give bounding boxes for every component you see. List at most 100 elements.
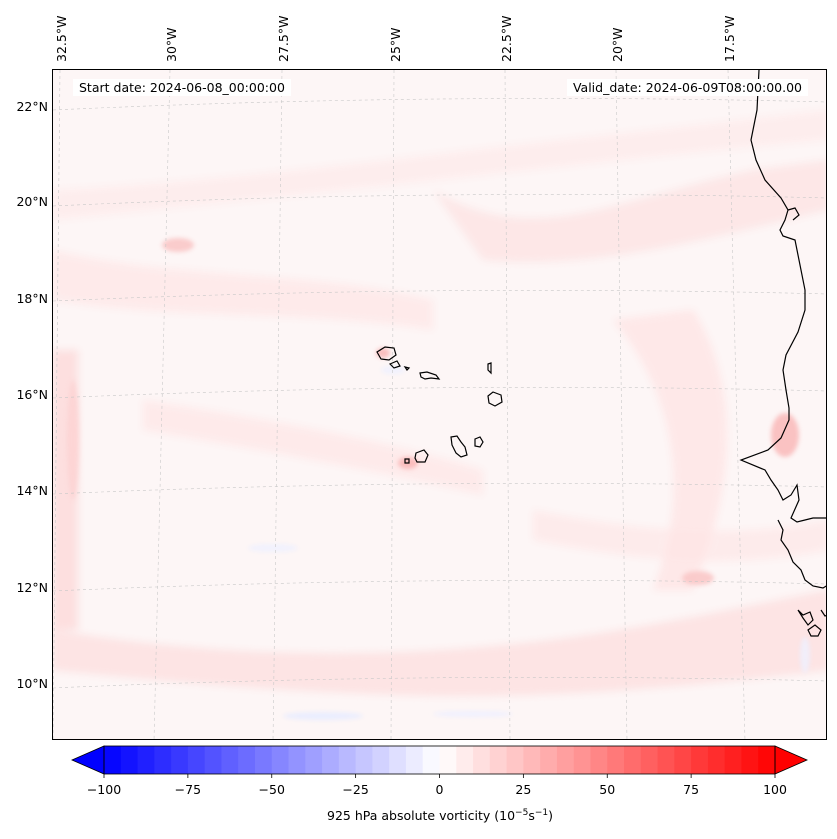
island-outline [404,458,410,464]
colorbar-tick-label: 50 [599,782,616,797]
coastline [797,609,814,626]
island-outline [419,371,441,380]
island-outline [403,366,411,371]
vorticity-field [53,110,826,696]
colorbar-segment [590,746,608,774]
vorticity-band [53,250,433,330]
colorbar-segment [640,746,659,774]
vorticity-band [533,510,826,561]
coastline [739,70,826,523]
colorbar-segment [724,746,742,774]
coastline [807,624,822,637]
island-outline [376,346,397,361]
colorbar-segment [707,746,726,774]
colorbar-tick-label: 75 [683,782,700,797]
valid-date-label: Valid_date: 2024-06-09T08:00:00.00 [566,79,808,96]
parallel-line [53,98,826,111]
colorbar-segment [523,746,541,774]
island-outline [388,360,401,369]
parallel-line [53,580,826,592]
island-outline [487,362,492,375]
vorticity-map [53,70,826,739]
parallel-line [53,483,826,495]
colorbar-segment [657,746,675,774]
colorbar-segment [338,746,357,774]
meridian-line [272,70,283,739]
latitude-label: 20°N [16,194,48,209]
colorbar-label-unit: s [528,808,535,824]
parallel-line [53,387,826,399]
vorticity-max-cell [771,413,799,457]
colorbar-segment [104,746,122,774]
colorbar-label-text: 925 hPa absolute vorticity (10 [326,808,516,824]
colorbar-segment [405,746,424,774]
colorbar-label: 925 hPa absolute vorticity (10−5s−1) [327,808,553,823]
latitude-label: 18°N [16,291,48,306]
meridian-line [153,70,171,739]
colorbar-segment [221,746,239,774]
meridian-line [390,70,395,739]
island-outline [487,391,503,407]
colorbar-segment [238,746,256,774]
longitude-label: 20°W [610,27,625,62]
map-panel [52,69,827,740]
colorbar [71,745,808,778]
colorbar-tick-label: −75 [174,782,202,797]
coastline [787,207,800,221]
colorbar-segment [355,746,373,774]
colorbar-tick-label: 0 [435,782,444,797]
colorbar-segment [271,746,290,774]
colorbar-segment [473,746,491,774]
colorbar-segment [187,746,206,774]
latitude-label: 22°N [16,99,48,114]
vorticity-min-cell [381,366,405,374]
vorticity-max-cell [682,571,714,585]
colorbar-segment [758,746,776,774]
colorbar-label-exponent: −5 [515,808,529,818]
colorbar-segment [305,746,323,774]
longitude-label: 17.5°W [722,15,737,62]
meridian-line [53,70,61,739]
colorbar-segment [171,746,189,774]
colorbar-label-suffix: ) [548,808,554,824]
colorbar-tick-label: −25 [342,782,369,797]
colorbar-segment [137,746,155,774]
vorticity-min-cell [433,711,513,717]
island-outline [474,436,484,448]
african-coastline [739,70,826,637]
longitude-label: 22.5°W [499,15,514,62]
start-date-label: Start date: 2024-06-08_00:00:00 [73,79,291,96]
colorbar-segment [389,746,407,774]
colorbar-segment [439,746,457,774]
longitude-label: 27.5°W [276,15,291,62]
vorticity-max-cell [67,380,79,500]
colorbar-segment [489,746,508,774]
vorticity-min-cell [283,712,363,720]
colorbar-segment [624,746,642,774]
colorbar-tick-label: 100 [763,782,787,797]
colorbar-segment [456,746,474,774]
colorbar-segment [322,746,340,774]
longitude-label: 30°W [164,27,179,62]
island-outline [414,449,429,463]
meridian-line [727,70,746,739]
longitude-label: 25°W [388,27,403,62]
vorticity-min-cell [248,544,298,552]
colorbar-segment [154,746,172,774]
colorbar-segment [288,746,306,774]
cape-verde-islands [376,346,503,464]
parallel-line [53,677,826,689]
meridian-line [615,70,628,739]
latitude-label: 16°N [16,387,48,402]
colorbar-segment [741,746,759,774]
colorbar-segment [506,746,524,774]
colorbar-segment [674,746,692,774]
colorbar-segment [120,746,139,774]
colorbar-segment [372,746,390,774]
vorticity-band [53,110,826,220]
colorbar-segment [691,746,709,774]
colorbar-extend-min [71,745,105,775]
parallel-line [53,290,826,302]
colorbar-ticks [103,774,776,778]
colorbar-segment [540,746,558,774]
